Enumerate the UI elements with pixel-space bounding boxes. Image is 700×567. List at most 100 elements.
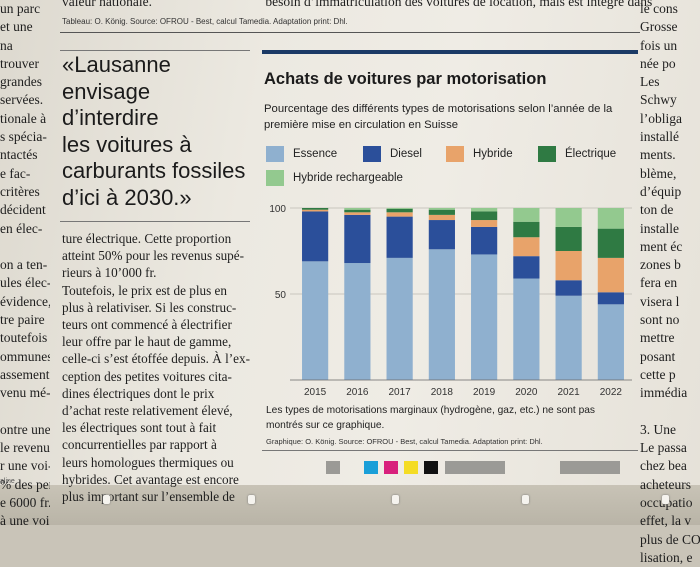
bar-segment-hybride — [302, 209, 329, 212]
text-line: fois un — [640, 37, 678, 53]
text-line: posant — [640, 348, 676, 364]
text-line: plus de CO — [640, 531, 700, 547]
bar-segment-diesel — [344, 214, 371, 264]
text-line: toutefois — [0, 330, 48, 346]
legend-swatch — [446, 146, 464, 162]
text-line: et une — [0, 19, 33, 35]
text-line: d’équip — [640, 183, 682, 199]
text-line: décident — [0, 202, 46, 218]
body-line: d’achat reste relativement élevé, — [62, 403, 233, 419]
text-line: lisation, e — [640, 549, 693, 565]
text-line: venu mé- — [0, 385, 50, 401]
bar-segment-hybride-rechargeable — [513, 208, 540, 222]
bar-segment-diesel — [513, 256, 540, 279]
chart-credit: Graphique: O. König. Source: OFROU - Bes… — [266, 437, 543, 446]
text-line: occupatio — [640, 494, 700, 512]
bar-segment-électrique — [344, 209, 371, 213]
quote-line: carburants fossiles — [62, 158, 246, 183]
bar-segment-hybride — [428, 214, 455, 221]
chart-title: Achats de voitures par motorisation — [264, 70, 547, 88]
body-line: hybrides. Cet avantage est encore — [62, 471, 239, 487]
text-line: servées. — [0, 92, 44, 108]
text-line: le revenu — [0, 440, 50, 456]
text-line: critères — [0, 183, 40, 199]
quote-line: d’ici à 2030.» — [62, 184, 192, 210]
bar-segment-électrique — [428, 209, 455, 215]
text-line: l’obliga — [640, 110, 682, 126]
quote-line: d’interdire — [62, 105, 159, 130]
text-line: fera en — [640, 275, 678, 291]
text-line: ontre une — [0, 421, 50, 437]
text-line: ment éc — [640, 238, 683, 254]
text-line: grandes — [0, 74, 42, 90]
article-body: ture électrique. Cette proportion atteint… — [62, 230, 257, 505]
bar-segment-électrique — [597, 228, 624, 258]
register-color-mark — [384, 461, 398, 474]
binder-hole — [662, 495, 669, 504]
top-caption: Tableau: O. König. Source: OFROU - Best,… — [62, 17, 348, 26]
text-line: en élec- — [0, 220, 43, 236]
x-tick-label: 2015 — [304, 387, 327, 398]
text-line: % des per- — [0, 476, 50, 492]
footer-word: aline — [0, 478, 15, 485]
register-grey-block — [326, 461, 340, 474]
top-rule — [60, 32, 640, 33]
bar-segment-électrique — [386, 208, 413, 213]
text-line: Grosse — [640, 19, 678, 35]
text-line: tre paire — [0, 312, 45, 328]
body-line: atteint 50% pour les revenus supé- — [62, 248, 245, 264]
text-line: na — [0, 37, 13, 53]
bar-segment-diesel — [386, 216, 413, 258]
binder-hole — [103, 495, 110, 504]
text-line: visera l — [640, 293, 680, 309]
register-grey-block — [445, 461, 505, 474]
register-color-mark — [404, 461, 418, 474]
text-line: trouver — [0, 55, 39, 71]
left-column-text: un parc et une na trouver grandes servées. tio… — [0, 0, 50, 531]
legend-item: Hybride rechargeable — [266, 170, 403, 186]
bar-segment-hybride — [597, 257, 624, 293]
register-color-mark — [424, 461, 438, 474]
bar-segment-diesel — [471, 226, 498, 255]
binder-hole — [522, 495, 529, 504]
text-line: née po — [640, 55, 676, 71]
text-line: cette p — [640, 366, 676, 382]
text-line: ules élec- — [0, 275, 50, 291]
bar-segment-hybride — [471, 220, 498, 227]
bar-segment-essence — [386, 257, 413, 380]
text-line — [0, 238, 50, 256]
stacked-bar-chart: 100 50 2015 2016 2017 2018 2019 2020 2021 2022 — [269, 204, 632, 398]
text-line: immédia — [640, 385, 688, 401]
legend-item: Hybride — [446, 146, 513, 162]
text-line: le cons — [640, 1, 678, 16]
bar-segment-essence — [597, 304, 624, 380]
x-tick-label: 2020 — [515, 387, 538, 398]
text-line: effet, la v — [640, 513, 692, 529]
binder-hole — [248, 495, 255, 504]
text-line: blème, — [640, 165, 677, 181]
body-line: teurs ont commencé à électrifier — [62, 317, 232, 333]
text-line — [640, 403, 700, 421]
text-line: Les — [640, 74, 660, 90]
body-line: les électriques sont tout à fait — [62, 420, 217, 436]
quote-line: les voitures à — [62, 131, 192, 157]
x-tick-label: 2021 — [558, 387, 581, 398]
text-line: s spécia- — [0, 129, 47, 145]
text-line: installé — [640, 129, 679, 145]
body-line: leur offre par le haut de gamme, — [62, 334, 232, 350]
bar-segment-diesel — [597, 292, 624, 305]
bar-segment-hybride-rechargeable — [471, 208, 498, 212]
bar-segment-hybride — [386, 212, 413, 217]
text-line: zones b — [640, 257, 681, 273]
text-line: sont no — [640, 312, 680, 328]
body-line: leurs homologues thermiques ou — [62, 454, 234, 470]
chart-top-bar — [262, 50, 638, 54]
register-color-mark — [364, 461, 378, 474]
body-line: Toutefois, le prix est de plus en — [62, 282, 227, 298]
bar-segment-hybride — [513, 237, 540, 257]
quote-line: «Lausanne — [62, 52, 171, 77]
bar-segment-hybride-rechargeable — [386, 208, 413, 209]
text-line: ntactés — [0, 147, 38, 163]
body-line: concurrentielles par rapport à — [62, 437, 217, 453]
body-line: dines électriques dont le prix — [62, 385, 215, 401]
